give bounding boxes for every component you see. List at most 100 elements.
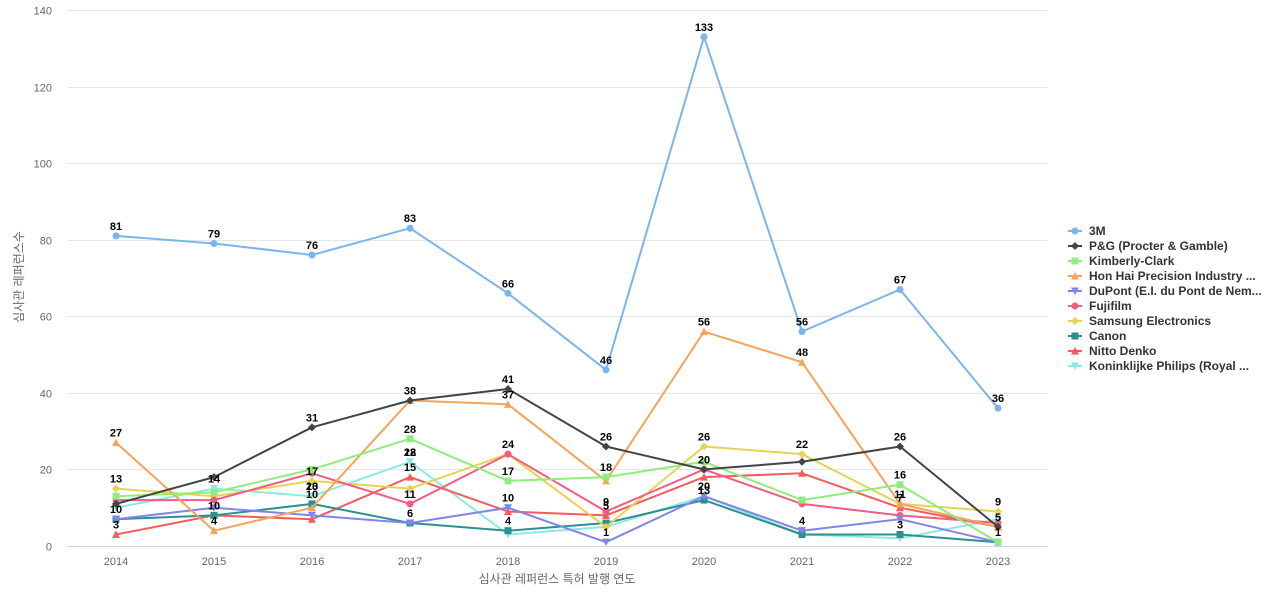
data-point[interactable] <box>406 396 414 405</box>
data-point[interactable] <box>896 515 904 524</box>
data-point[interactable] <box>406 473 414 481</box>
legend-item[interactable]: Kimberly-Clark <box>1068 254 1175 268</box>
data-point[interactable] <box>504 450 512 458</box>
data-point[interactable] <box>896 481 904 489</box>
data-point[interactable] <box>210 511 218 519</box>
data-point[interactable] <box>112 484 120 493</box>
legend-item[interactable]: Canon <box>1068 329 1126 343</box>
data-point[interactable] <box>896 499 904 508</box>
data-point[interactable] <box>798 527 806 535</box>
series-line[interactable] <box>115 472 999 536</box>
series-line[interactable] <box>115 445 999 528</box>
legend-item[interactable]: DuPont (E.I. du Pont de Nem... <box>1068 284 1262 298</box>
series-line[interactable] <box>115 330 999 532</box>
data-point-legend[interactable] <box>1071 242 1079 250</box>
data-point[interactable] <box>308 251 316 259</box>
data-point[interactable] <box>308 511 316 520</box>
data-point[interactable] <box>112 499 120 508</box>
series-line[interactable] <box>116 453 999 524</box>
data-point-legend[interactable] <box>1071 257 1079 265</box>
data-point[interactable] <box>210 488 218 496</box>
data-point-legend[interactable] <box>1071 287 1079 296</box>
data-point-legend[interactable] <box>1071 302 1079 310</box>
data-point[interactable] <box>602 522 610 531</box>
data-point[interactable] <box>602 442 610 451</box>
data-point[interactable] <box>994 515 1002 524</box>
data-point[interactable] <box>406 458 414 466</box>
data-point-legend[interactable] <box>1071 272 1079 280</box>
data-point[interactable] <box>406 224 414 232</box>
data-point[interactable] <box>504 504 512 512</box>
data-point[interactable] <box>504 289 512 297</box>
data-point[interactable] <box>112 438 120 447</box>
series-line[interactable] <box>115 499 999 544</box>
data-point[interactable] <box>994 404 1002 412</box>
data-point[interactable] <box>798 450 806 459</box>
data-point[interactable] <box>798 358 806 366</box>
data-point[interactable] <box>700 442 708 451</box>
data-point[interactable] <box>700 492 708 501</box>
legend[interactable]: 3MP&G (Procter & Gamble)Kimberly-ClarkHo… <box>1068 224 1262 373</box>
data-point[interactable] <box>112 515 120 524</box>
data-point[interactable] <box>798 328 806 336</box>
data-point[interactable] <box>504 527 512 535</box>
data-point[interactable] <box>602 473 610 481</box>
data-point[interactable] <box>798 469 806 477</box>
legend-item[interactable]: Fujifilm <box>1068 299 1132 313</box>
data-point[interactable] <box>700 327 708 336</box>
data-point[interactable] <box>308 503 316 512</box>
data-point[interactable] <box>896 531 904 539</box>
legend-item[interactable]: Samsung Electronics <box>1068 314 1211 328</box>
data-point[interactable] <box>406 500 414 508</box>
data-point[interactable] <box>700 458 708 466</box>
data-point[interactable] <box>700 473 708 481</box>
data-point[interactable] <box>504 477 512 485</box>
data-point[interactable] <box>112 504 120 512</box>
data-point[interactable] <box>406 435 414 443</box>
data-point[interactable] <box>308 492 316 501</box>
data-point[interactable] <box>896 285 904 293</box>
data-point[interactable] <box>798 496 806 504</box>
data-point[interactable] <box>308 476 316 485</box>
data-point[interactable] <box>210 240 218 248</box>
data-point-legend[interactable] <box>1071 362 1079 371</box>
series-line[interactable] <box>115 460 999 540</box>
series-line[interactable] <box>115 495 999 544</box>
data-point[interactable] <box>406 484 414 493</box>
data-point[interactable] <box>700 33 708 41</box>
data-point-legend[interactable] <box>1071 227 1079 235</box>
legend-item[interactable]: Hon Hai Precision Industry ... <box>1068 269 1256 283</box>
data-point[interactable] <box>308 423 316 432</box>
legend-item[interactable]: P&G (Procter & Gamble) <box>1068 239 1228 253</box>
data-point[interactable] <box>602 511 610 519</box>
data-point[interactable] <box>602 476 610 485</box>
series-line[interactable] <box>115 35 999 409</box>
data-point[interactable] <box>210 526 218 535</box>
data-point[interactable] <box>602 366 610 374</box>
data-point[interactable] <box>210 485 218 493</box>
data-point[interactable] <box>504 400 512 408</box>
data-point[interactable] <box>112 232 120 240</box>
series-line[interactable] <box>115 388 999 528</box>
data-point-legend[interactable] <box>1071 317 1079 325</box>
data-point-legend[interactable] <box>1071 332 1079 340</box>
data-point[interactable] <box>602 538 610 547</box>
data-point[interactable] <box>700 465 708 474</box>
data-point[interactable] <box>308 465 316 473</box>
data-point[interactable] <box>798 457 806 466</box>
data-point[interactable] <box>406 519 414 528</box>
series-line[interactable] <box>115 437 999 544</box>
legend-item[interactable]: Nitto Denko <box>1068 344 1156 358</box>
data-point[interactable] <box>112 530 120 539</box>
data-point[interactable] <box>112 492 120 500</box>
legend-item[interactable]: 3M <box>1068 224 1106 238</box>
data-point[interactable] <box>896 442 904 451</box>
data-point[interactable] <box>210 504 218 512</box>
data-point[interactable] <box>994 507 1002 516</box>
data-point[interactable] <box>504 385 512 394</box>
data-point[interactable] <box>210 473 218 482</box>
data-point[interactable] <box>210 496 218 504</box>
legend-item[interactable]: Koninklijke Philips (Royal ... <box>1068 359 1249 373</box>
data-point[interactable] <box>994 522 1002 531</box>
data-point[interactable] <box>602 508 610 516</box>
